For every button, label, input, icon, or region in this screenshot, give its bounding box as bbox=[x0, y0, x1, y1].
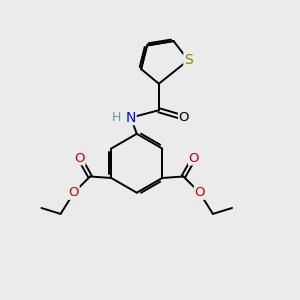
Text: H: H bbox=[112, 111, 121, 124]
Text: O: O bbox=[194, 186, 205, 199]
Text: O: O bbox=[178, 111, 189, 124]
Text: S: S bbox=[184, 53, 193, 67]
Text: N: N bbox=[126, 111, 136, 124]
Text: O: O bbox=[69, 186, 79, 199]
Text: O: O bbox=[188, 152, 199, 165]
Text: O: O bbox=[74, 152, 85, 165]
